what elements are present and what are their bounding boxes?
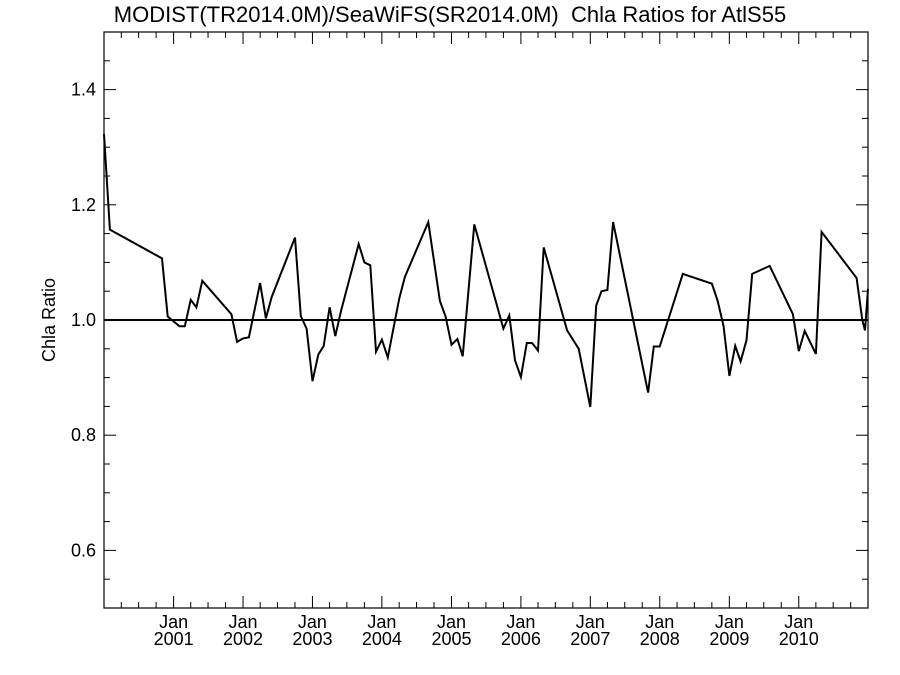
x-tick-label-year: 2003	[292, 629, 332, 649]
x-tick-label-year: 2008	[640, 629, 680, 649]
x-tick-label-year: 2004	[362, 629, 402, 649]
y-tick-label: 1.0	[71, 310, 96, 330]
x-tick-label-year: 2001	[154, 629, 194, 649]
x-tick-label-month: Jan	[506, 612, 535, 632]
y-tick-label: 0.8	[71, 425, 96, 445]
x-tick-label-month: Jan	[437, 612, 466, 632]
x-tick-label-year: 2006	[501, 629, 541, 649]
x-tick-label-year: 2005	[431, 629, 471, 649]
y-tick-label: 1.4	[71, 80, 96, 100]
x-tick-label-year: 2007	[570, 629, 610, 649]
x-tick-label-month: Jan	[159, 612, 188, 632]
x-tick-label-year: 2010	[779, 629, 819, 649]
x-tick-label-month: Jan	[576, 612, 605, 632]
x-tick-label-month: Jan	[784, 612, 813, 632]
tick-labels: 0.60.81.01.21.4Jan2001Jan2002Jan2003Jan2…	[71, 80, 819, 649]
y-axis-label: Chla Ratio	[39, 278, 59, 362]
x-tick-label-month: Jan	[298, 612, 327, 632]
y-tick-label: 0.6	[71, 540, 96, 560]
chart-title: MODIST(TR2014.0M)/SeaWiFS(SR2014.0M) Chl…	[113, 2, 787, 27]
tick-marks	[104, 32, 868, 608]
plot-area	[103, 133, 869, 408]
x-tick-label-month: Jan	[715, 612, 744, 632]
y-tick-label: 1.2	[71, 195, 96, 215]
x-tick-label-month: Jan	[229, 612, 258, 632]
series-line	[103, 133, 869, 408]
x-tick-label-year: 2002	[223, 629, 263, 649]
x-tick-label-year: 2009	[709, 629, 749, 649]
x-tick-label-month: Jan	[367, 612, 396, 632]
x-tick-label-month: Jan	[645, 612, 674, 632]
